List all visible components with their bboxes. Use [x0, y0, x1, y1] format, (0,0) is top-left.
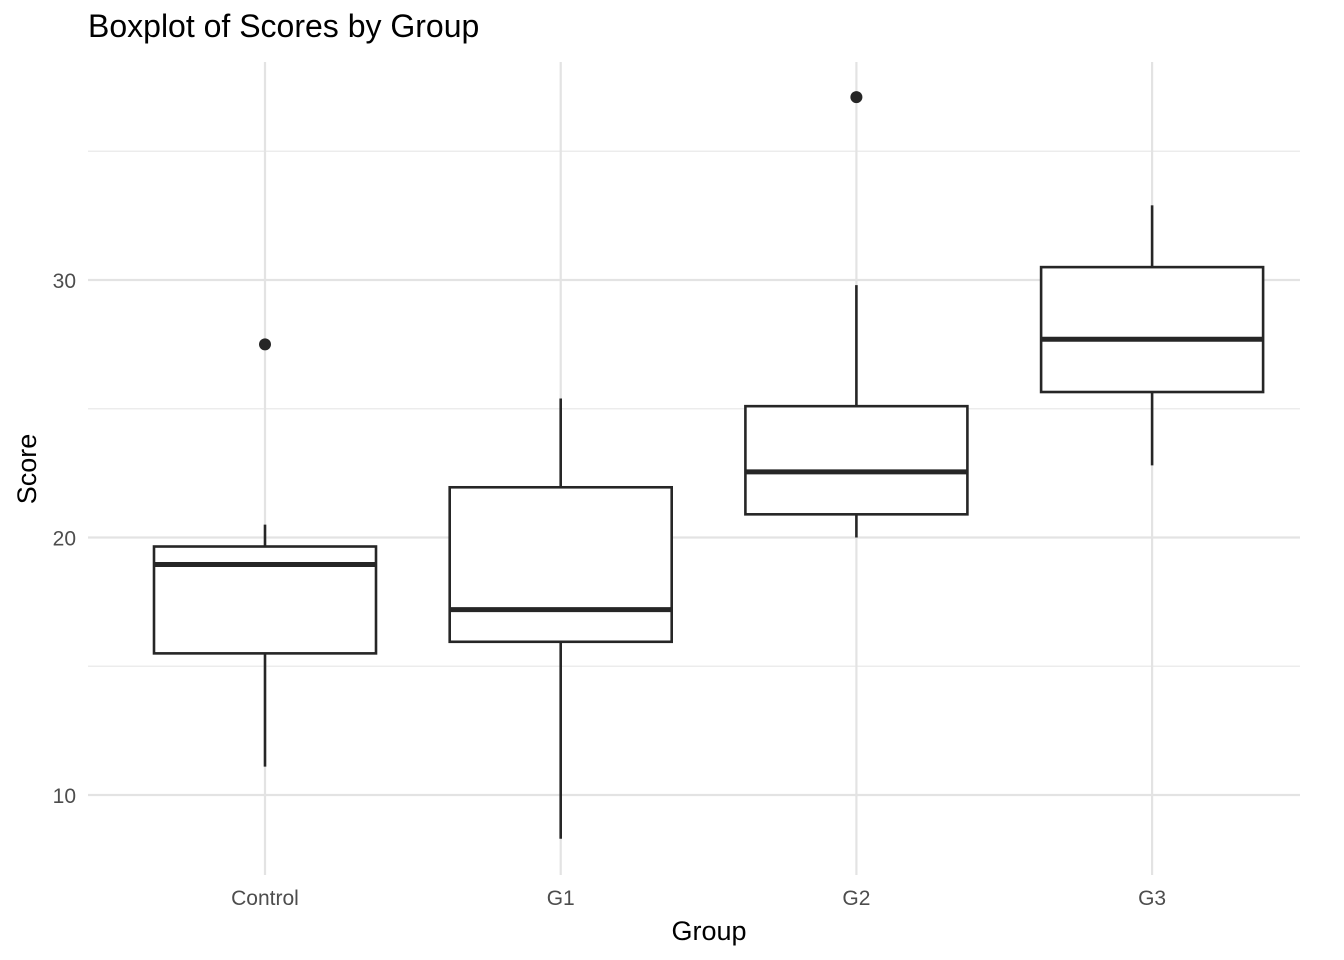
- y-tick-label: 10: [53, 785, 76, 808]
- box-g1: [448, 398, 674, 839]
- x-tick-label: G2: [842, 887, 870, 910]
- box-control: [152, 338, 378, 767]
- grid-lines: [88, 62, 1300, 875]
- chart-title: Boxplot of Scores by Group: [88, 8, 480, 44]
- x-tick-label: G1: [547, 887, 575, 910]
- outlier-point: [850, 91, 863, 104]
- iqr-box: [448, 485, 674, 644]
- y-tick-label: 20: [53, 528, 76, 551]
- box-series: [152, 91, 1265, 839]
- x-axis-title: Group: [671, 916, 746, 946]
- x-tick-label: Control: [231, 887, 299, 910]
- iqr-box: [1039, 265, 1265, 394]
- y-axis-ticks: 10 20 30: [53, 270, 76, 808]
- iqr-box: [744, 404, 969, 516]
- y-axis-title: Score: [12, 434, 42, 505]
- box-g3: [1039, 205, 1265, 466]
- x-tick-label: G3: [1138, 887, 1166, 910]
- x-axis-ticks: Control G1 G2 G3: [231, 887, 1166, 910]
- y-tick-label: 30: [53, 270, 76, 293]
- outlier-point: [259, 338, 271, 351]
- box-g2: [744, 91, 969, 538]
